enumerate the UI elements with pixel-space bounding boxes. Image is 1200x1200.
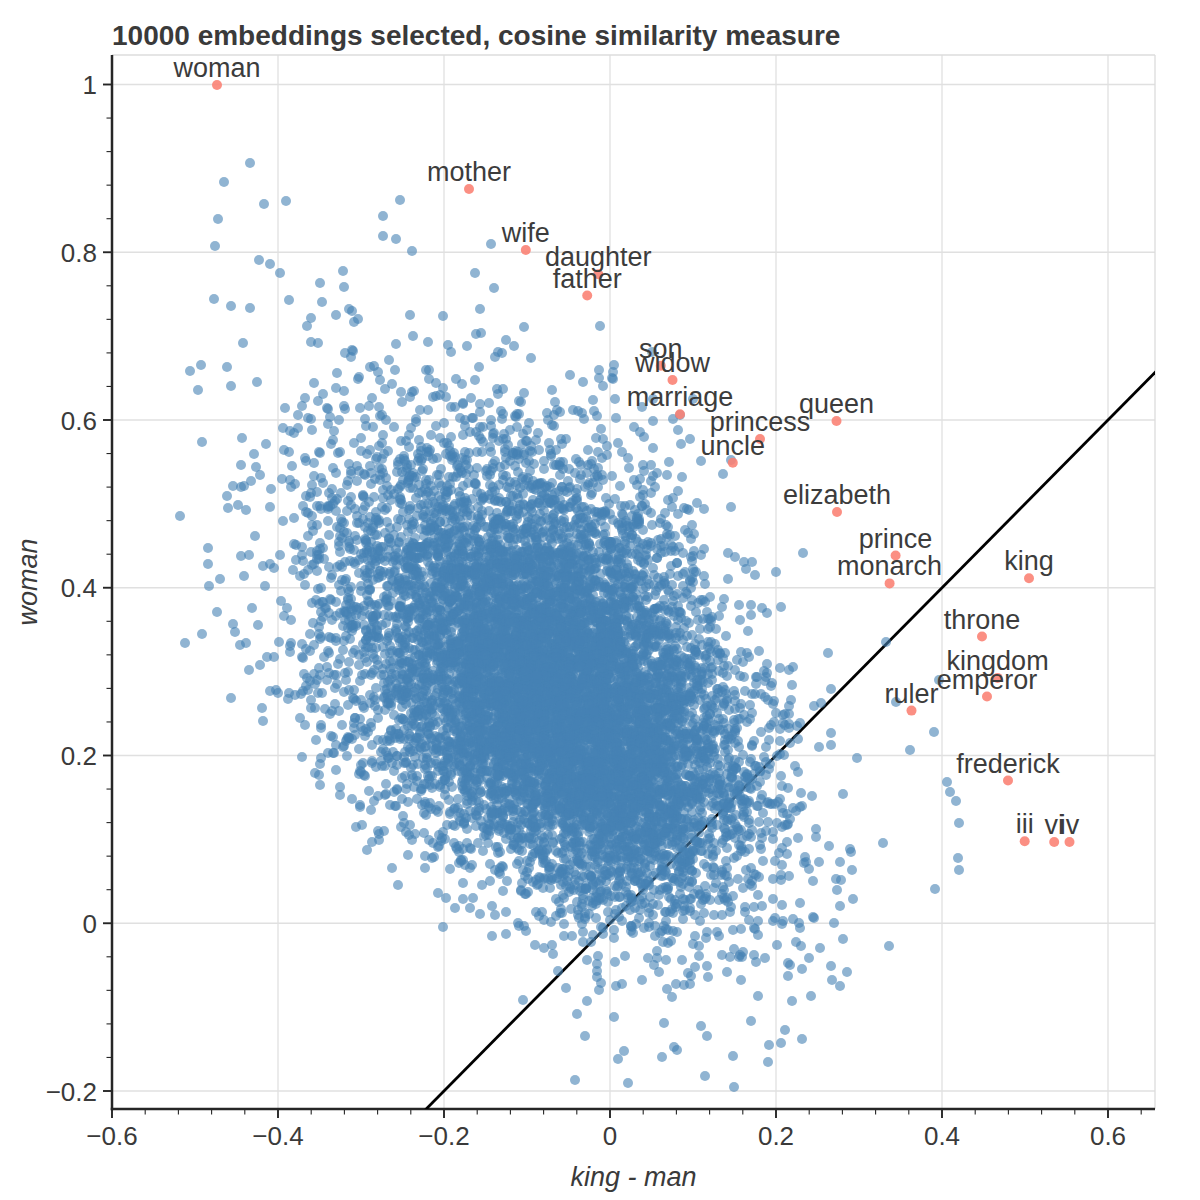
svg-text:throne: throne — [944, 605, 1021, 635]
svg-text:0.8: 0.8 — [61, 238, 97, 268]
svg-text:0.2: 0.2 — [758, 1121, 794, 1151]
svg-text:−0.4: −0.4 — [252, 1121, 303, 1151]
svg-text:0.2: 0.2 — [61, 741, 97, 771]
svg-text:iii: iii — [1016, 809, 1034, 839]
svg-text:elizabeth: elizabeth — [783, 480, 891, 510]
svg-text:father: father — [553, 264, 622, 294]
svg-text:0.6: 0.6 — [61, 406, 97, 436]
svg-text:0.4: 0.4 — [924, 1121, 960, 1151]
svg-text:frederick: frederick — [956, 749, 1060, 779]
svg-text:king - man: king - man — [570, 1162, 696, 1192]
svg-text:10000 embeddings selected, cos: 10000 embeddings selected, cosine simila… — [112, 20, 840, 51]
svg-text:prince: prince — [859, 524, 933, 554]
svg-text:emperor: emperor — [937, 665, 1038, 695]
svg-text:widow: widow — [634, 348, 711, 378]
svg-text:0: 0 — [603, 1121, 617, 1151]
svg-text:0.4: 0.4 — [61, 573, 97, 603]
svg-text:mother: mother — [427, 157, 511, 187]
svg-text:0: 0 — [83, 909, 97, 939]
svg-text:−0.6: −0.6 — [86, 1121, 137, 1151]
svg-text:woman: woman — [172, 53, 260, 83]
svg-text:king: king — [1004, 546, 1054, 576]
svg-text:ruler: ruler — [884, 679, 938, 709]
svg-text:wife: wife — [501, 218, 550, 248]
svg-text:monarch: monarch — [837, 551, 942, 581]
svg-text:−0.2: −0.2 — [418, 1121, 469, 1151]
svg-text:1: 1 — [83, 70, 97, 100]
svg-text:0.6: 0.6 — [1090, 1121, 1126, 1151]
svg-text:−0.2: −0.2 — [46, 1077, 97, 1107]
svg-text:woman: woman — [13, 538, 43, 625]
svg-text:uncle: uncle — [701, 431, 766, 461]
svg-text:iv: iv — [1060, 810, 1080, 840]
